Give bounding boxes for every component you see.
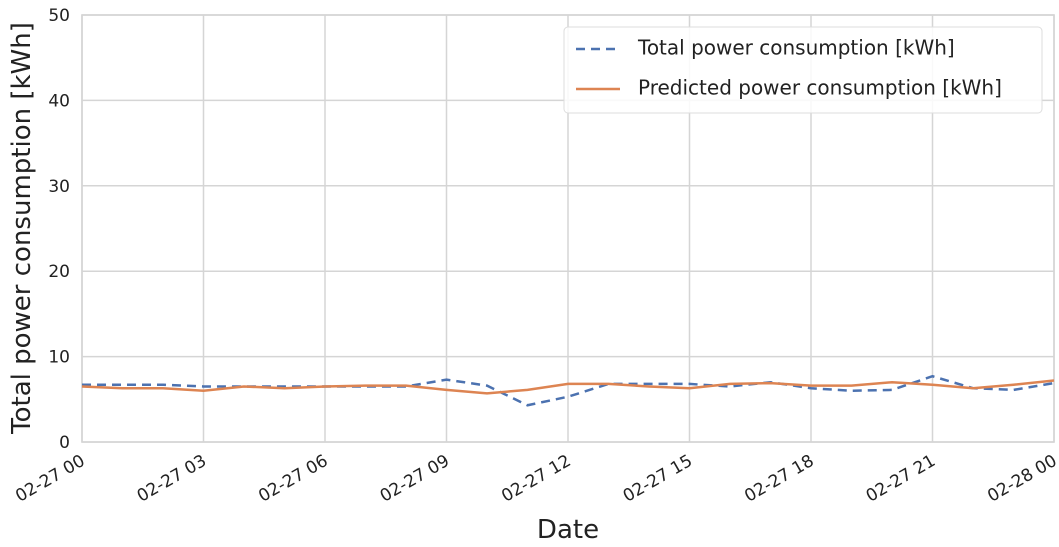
y-tick-label: 10 [48,348,70,368]
y-tick-label: 30 [48,177,70,197]
y-tick-label: 20 [48,262,70,282]
x-tick-label: 02-27 06 [255,451,331,507]
x-tick-label: 02-27 00 [12,451,88,507]
y-tick-label: 50 [48,6,70,26]
x-tick-label: 02-27 21 [863,451,939,507]
y-axis-label: Total power consumption [kWh] [7,22,37,435]
y-tick-label: 40 [48,91,70,111]
x-tick-label: 02-28 00 [984,451,1059,507]
x-tick-label: 02-27 15 [620,451,696,507]
x-axis-label: Date [537,515,599,545]
legend-label: Total power consumption [kWh] [637,36,955,60]
legend-label: Predicted power consumption [kWh] [638,76,1002,100]
y-tick-label: 0 [59,433,70,453]
x-tick-label: 02-27 09 [377,451,453,507]
data-line [81,379,1055,395]
x-tick-label: 02-27 18 [741,451,817,507]
x-tick-label: 02-27 03 [134,451,210,507]
legend: Total power consumption [kWh] Predicted p… [563,26,1043,114]
legend-box [563,26,1043,114]
x-tick-label: 02-27 12 [498,451,574,507]
